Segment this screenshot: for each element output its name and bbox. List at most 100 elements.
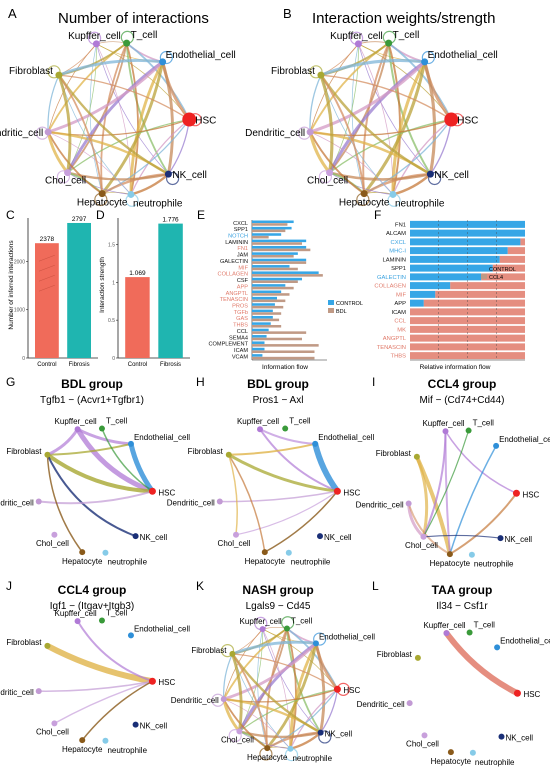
bar-ccl4-spp1 (492, 264, 525, 272)
bar-control-galectin (410, 273, 482, 281)
panel-j-subtitle: Igf1 − (Itgav+Itgb3) (50, 601, 135, 612)
node-hepatocyte (261, 549, 268, 556)
y-tick-label-0-5: 0.5 (108, 318, 115, 324)
legend-swatch-control (328, 300, 334, 305)
node-nk-cell (132, 721, 139, 728)
edges (407, 429, 518, 557)
node-neutrophile (102, 737, 109, 744)
edge-fibroblast-to-hsc (227, 453, 339, 493)
node-label-dendritic-cell: Dendritic_cell (356, 501, 404, 510)
value-label-control: 2378 (40, 236, 55, 243)
node-label-kupffer-cell: Kupffer_cell (422, 419, 464, 428)
edge-t-cell-to-nk-cell (286, 627, 322, 734)
edge-dendritic-cell-to-fibroblast (309, 74, 322, 133)
node-fibroblast (225, 451, 232, 458)
node-label-chol-cell: Chol_cell (36, 539, 69, 548)
row-label-galectin: GALECTIN (220, 259, 248, 265)
legend-swatch-ccl4 (481, 274, 487, 279)
edge-chol-cell-to-hsc (53, 680, 154, 725)
node-labels: Kupffer_cell T_cell Endothelial_cell HSC NK_… (0, 608, 190, 754)
edge-hepatocyte-to-fibroblast (231, 653, 269, 750)
node-label-t-cell: T_cell (393, 30, 420, 41)
legend-swatch-control (481, 266, 487, 271)
panel-b-network: Kupffer_cell T_cell Endothelial_cell HSC NK_… (245, 30, 498, 209)
bar-control-galectin (252, 258, 307, 262)
node-chol-cell (421, 732, 428, 739)
edge-fibroblast-to-endothelial-cell (46, 442, 132, 456)
node-label-kupffer-cell: Kupffer_cell (55, 417, 97, 426)
node-neutrophile (389, 190, 397, 198)
y-tick-label-0: 0 (22, 356, 25, 362)
edge-t-cell-to-chol-cell (238, 627, 288, 733)
node-labels: Kupffer_cell T_cell Endothelial_cell HSC NK_… (0, 417, 190, 567)
nodes (405, 427, 520, 558)
node-label-neutrophile: neutrophile (107, 558, 147, 567)
node-label-kupffer-cell: Kupffer_cell (423, 621, 465, 630)
nodes (306, 39, 459, 198)
edge-neutrophile-to-dendritic-cell (47, 131, 132, 195)
panel-f-xlabel: Relative information flow (420, 364, 491, 371)
node-label-fibroblast: Fibroblast (191, 646, 227, 655)
node-label-dendritic-cell: Dendritic_cell (0, 499, 34, 508)
bar-bdl-tgfb (252, 312, 282, 315)
bar-bdl-collagen (252, 274, 323, 277)
bar-bdl-ccl (252, 331, 307, 334)
row-label-tgfb: TGFb (234, 310, 248, 316)
bar-bdl-angptl (252, 293, 290, 296)
row-label-sema4: SEMA4 (229, 335, 248, 341)
node-hepatocyte (98, 190, 106, 198)
node-t-cell (98, 425, 105, 432)
bar-bdl-icam (252, 350, 315, 353)
edge-endothelial-cell-to-dendritic-cell (46, 60, 165, 134)
node-nk-cell (164, 170, 172, 178)
node-kupffer-cell (354, 40, 362, 48)
edge-fibroblast-to-hepatocyte (228, 454, 266, 553)
edge-nk-cell-to-fibroblast (319, 73, 432, 176)
edge-hsc-to-nk-cell (319, 688, 339, 734)
edge-hepatocyte-to-dendritic-cell (222, 698, 269, 750)
row-label-angptl: ANGPTL (226, 291, 248, 297)
panel-d-ylabel: Interaction strength (99, 257, 106, 313)
bar-control-thbs (252, 322, 271, 325)
bar-bdl-thbs (252, 325, 282, 328)
bar-control-app (410, 299, 424, 307)
edge-endothelial-cell-to-hsc (312, 440, 341, 495)
edge-t-cell-to-hsc (125, 42, 191, 121)
bar-control-spp1 (252, 226, 292, 230)
edge-kupffer-cell-to-hsc (259, 428, 339, 493)
row-label-app: APP (394, 301, 406, 307)
edge-dendritic-cell-to-fibroblast (223, 653, 234, 700)
edge-endothelial-cell-to-chol-cell (66, 60, 165, 175)
node-label-chol-cell: Chol_cell (406, 739, 439, 748)
bar-hatch-mark (38, 274, 55, 282)
node-kupffer-cell (92, 40, 100, 48)
panel-c-plot: 0 1000 2000 2378 Control 2797 Fibrosis (14, 216, 98, 368)
panel-b-title: Interaction weights/strength (312, 10, 495, 27)
bar-control-laminin (252, 239, 307, 243)
node-label-neutrophile: neutrophile (292, 754, 332, 763)
bar-ccl4-galectin (481, 273, 525, 281)
edge-hepatocyte-to-dendritic-cell (407, 502, 451, 556)
node-neutrophile (468, 551, 475, 558)
node-label-hsc: HSC (343, 686, 360, 695)
bar-control-spp1 (410, 264, 493, 272)
panel-letter-c: C (6, 208, 15, 222)
node-fibroblast (44, 451, 51, 458)
edge-t-cell-to-chol-cell (66, 42, 128, 174)
panel-letter-a: A (8, 6, 17, 21)
node-endothelial-cell (312, 440, 319, 447)
row-label-laminin: LAMININ (382, 257, 406, 263)
node-label-nk-cell: NK_cell (506, 734, 534, 743)
bar-hatch-mark (38, 254, 55, 262)
edge-kupffer-cell-to-t-cell (96, 41, 127, 45)
legend-swatch-bdl (328, 308, 334, 313)
node-label-fibroblast: Fibroblast (6, 638, 42, 647)
panel-g-title: BDL group (61, 377, 123, 391)
panel-letter-d: D (96, 208, 105, 222)
node-endothelial-cell (421, 58, 429, 66)
panel-f-plot: FN1 ALCAM CXCL MHC-I LAMININ SPP1 GALECTIN COLL… (374, 220, 525, 361)
edge-fibroblast-to-endothelial-cell (227, 442, 317, 456)
edge-endothelial-cell-to-dendritic-cell (222, 641, 318, 701)
edge-hsc-to-neutrophile (289, 688, 339, 750)
bar-control-collagen (252, 271, 319, 274)
